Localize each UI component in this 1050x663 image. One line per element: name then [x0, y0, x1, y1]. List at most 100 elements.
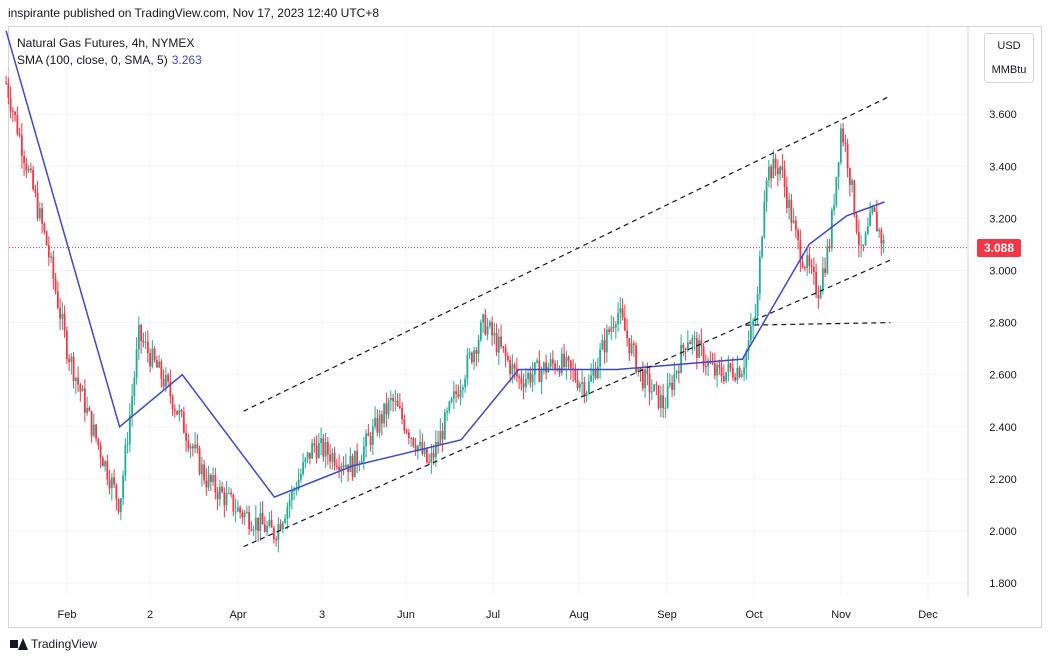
- candle-body: [466, 355, 469, 379]
- candle-body: [241, 512, 244, 518]
- candle-body: [315, 445, 318, 458]
- candle-body: [806, 255, 808, 268]
- candle-body: [763, 201, 766, 237]
- candle-body: [590, 375, 592, 382]
- candle-body: [187, 440, 190, 449]
- candle-body: [704, 365, 707, 367]
- candle-body: [684, 348, 687, 351]
- candle-body: [398, 406, 401, 408]
- candle-body: [180, 410, 183, 412]
- unit-label: MMBtu: [991, 64, 1027, 76]
- candle-body: [727, 363, 730, 373]
- candle-body: [671, 382, 673, 390]
- candle-body: [374, 417, 376, 427]
- candle-body: [331, 452, 334, 462]
- candle-body: [137, 324, 140, 350]
- candle-body: [565, 356, 568, 367]
- candle-body: [495, 333, 498, 353]
- candle-body: [99, 445, 102, 458]
- candle-body: [788, 199, 790, 208]
- candle-body: [461, 387, 464, 390]
- x-tick-label: Feb: [58, 609, 77, 621]
- candle-body: [34, 189, 37, 193]
- candle-body: [549, 359, 552, 367]
- candle-body: [639, 368, 642, 371]
- candle-body: [758, 256, 761, 294]
- candle-body: [79, 384, 82, 392]
- candle-body: [677, 371, 680, 373]
- candle-body: [200, 464, 203, 474]
- candle-body: [308, 452, 311, 459]
- trendline[interactable]: [243, 95, 891, 412]
- candle-body: [131, 396, 133, 416]
- candle-body: [493, 333, 496, 336]
- candle-body: [635, 345, 637, 373]
- candle-body: [441, 431, 444, 440]
- candle-body: [736, 367, 739, 381]
- candle-body: [833, 205, 835, 210]
- footer-brand[interactable]: TradingView: [10, 637, 97, 651]
- x-tick-label: Jul: [486, 609, 500, 621]
- candle-body: [866, 226, 869, 234]
- candle-body: [459, 389, 462, 397]
- candle-body: [365, 433, 367, 447]
- candle-body: [747, 340, 750, 351]
- candle-body: [299, 473, 302, 480]
- candle-body: [585, 392, 588, 397]
- candle-body: [367, 433, 370, 437]
- candle-body: [619, 308, 622, 313]
- candle-body: [770, 166, 772, 179]
- candle-body: [45, 231, 48, 246]
- x-tick-label: Sep: [657, 609, 677, 621]
- candle-body: [767, 166, 770, 181]
- candle-body: [506, 356, 509, 361]
- candle-body: [288, 500, 291, 507]
- candle-body: [621, 308, 624, 318]
- trendline[interactable]: [745, 322, 891, 326]
- candle-body: [623, 317, 626, 331]
- candle-body: [628, 338, 631, 354]
- candle-body: [41, 208, 43, 224]
- candle-body: [344, 464, 347, 468]
- candle-body: [151, 348, 154, 367]
- candle-body: [713, 363, 716, 376]
- candle-body: [524, 378, 527, 388]
- candle-body: [482, 314, 484, 323]
- trendline[interactable]: [243, 259, 891, 548]
- unit-selector[interactable]: USD MMBtu: [984, 33, 1034, 83]
- candle-body: [857, 231, 860, 246]
- candle-body: [790, 199, 793, 223]
- candle-body: [594, 369, 597, 379]
- y-tick-label: 1.800: [989, 578, 1017, 590]
- candle-body: [101, 457, 104, 467]
- candle-body: [234, 511, 237, 513]
- candle-body: [108, 479, 111, 489]
- candle-body: [504, 348, 507, 357]
- candle-body: [281, 522, 284, 530]
- candle-body: [761, 236, 763, 257]
- candle-body: [383, 403, 385, 424]
- candle-body: [239, 507, 241, 513]
- candle-body: [32, 170, 34, 190]
- indicator-name: SMA (100, close, 0, SMA, 5): [17, 53, 168, 67]
- candle-body: [113, 477, 115, 485]
- candle-body: [529, 372, 532, 383]
- candle-body: [140, 324, 142, 341]
- candle-body: [680, 344, 682, 373]
- candle-body: [275, 539, 277, 541]
- candle-body: [340, 465, 343, 471]
- candle-body: [335, 465, 338, 467]
- candle-body: [743, 367, 745, 375]
- candle-body: [603, 340, 606, 353]
- candle-body: [686, 342, 689, 351]
- candle-body: [317, 443, 320, 458]
- candle-body: [50, 256, 52, 258]
- x-tick-label: Jun: [397, 609, 415, 621]
- candle-body: [610, 326, 613, 332]
- candle-body: [729, 363, 732, 369]
- candle-body: [473, 350, 475, 363]
- indicator-legend[interactable]: SMA (100, close, 0, SMA, 5) 3.263: [17, 52, 202, 69]
- candle-body: [650, 391, 653, 393]
- candle-body: [396, 400, 399, 407]
